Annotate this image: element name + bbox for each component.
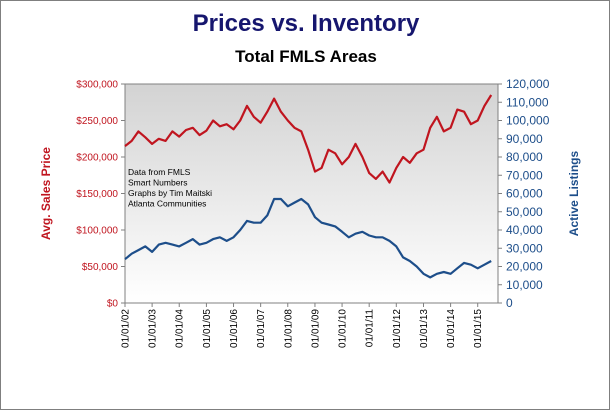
x-tick-label: 01/01/06 xyxy=(229,309,240,348)
x-tick-label: 01/01/11 xyxy=(365,309,376,348)
price-series-line xyxy=(124,94,493,184)
x-tick-label: 01/01/03 xyxy=(148,309,159,348)
annotation-line: Graphs by Tim Maitski xyxy=(128,188,212,198)
x-tick-label: 01/01/14 xyxy=(446,309,457,348)
x-tick-label: 01/01/02 xyxy=(121,309,132,348)
x-tick-label: 01/01/13 xyxy=(419,309,430,348)
right-axis-title: Active Listings xyxy=(567,151,581,237)
x-tick-label: 01/01/15 xyxy=(473,309,484,348)
x-tick-label: 01/01/10 xyxy=(338,309,349,348)
right-tick-label: 90,000 xyxy=(506,132,543,146)
x-tick-label: 01/01/09 xyxy=(310,309,321,348)
x-axis: 01/01/02 01/01/03 01/01/04 01/01/05 01/01/06… xyxy=(121,303,484,348)
series-layer xyxy=(124,94,493,279)
right-tick-label: 100,000 xyxy=(506,114,550,128)
annotation-line: Atlanta Communities xyxy=(128,199,206,209)
x-tick-label: 01/01/12 xyxy=(392,309,403,348)
chart-subtitle: Total FMLS Areas xyxy=(235,47,377,66)
left-tick-label: $200,000 xyxy=(76,153,118,164)
x-tick-label: 01/01/08 xyxy=(283,309,294,348)
left-tick-label: $100,000 xyxy=(76,226,118,237)
annotation-line: Smart Numbers xyxy=(128,178,188,188)
left-tick-label: $150,000 xyxy=(76,189,118,200)
right-tick-label: 120,000 xyxy=(506,77,550,91)
right-tick-label: 50,000 xyxy=(506,205,543,219)
left-y-axis: $0 $50,000 $100,000 $150,000 $200,000 $250,00… xyxy=(76,80,125,310)
x-tick-label: 01/01/04 xyxy=(175,309,186,348)
x-tick-label: 01/01/07 xyxy=(256,309,267,348)
left-axis-title: Avg. Sales Price xyxy=(39,147,53,240)
right-tick-label: 30,000 xyxy=(506,241,543,255)
right-tick-label: 40,000 xyxy=(506,223,543,237)
listings-series-line xyxy=(124,197,492,279)
chart-title: Prices vs. Inventory xyxy=(192,10,420,37)
right-tick-label: 70,000 xyxy=(506,168,543,182)
annotation-line: Data from FMLS xyxy=(128,167,191,177)
left-tick-label: $50,000 xyxy=(82,262,119,273)
right-tick-label: 0 xyxy=(506,296,513,310)
right-tick-label: 60,000 xyxy=(506,187,543,201)
right-tick-label: 20,000 xyxy=(506,260,543,274)
left-tick-label: $0 xyxy=(107,299,119,310)
right-tick-label: 110,000 xyxy=(506,95,549,109)
right-y-axis: 0 10,000 20,000 30,000 40,000 50,000 60,000 70,… xyxy=(498,77,550,310)
right-tick-label: 80,000 xyxy=(506,150,543,164)
right-tick-label: 10,000 xyxy=(506,278,543,292)
x-tick-label: 01/01/05 xyxy=(202,309,213,348)
left-tick-label: $250,000 xyxy=(76,116,118,127)
left-tick-label: $300,000 xyxy=(76,80,118,91)
